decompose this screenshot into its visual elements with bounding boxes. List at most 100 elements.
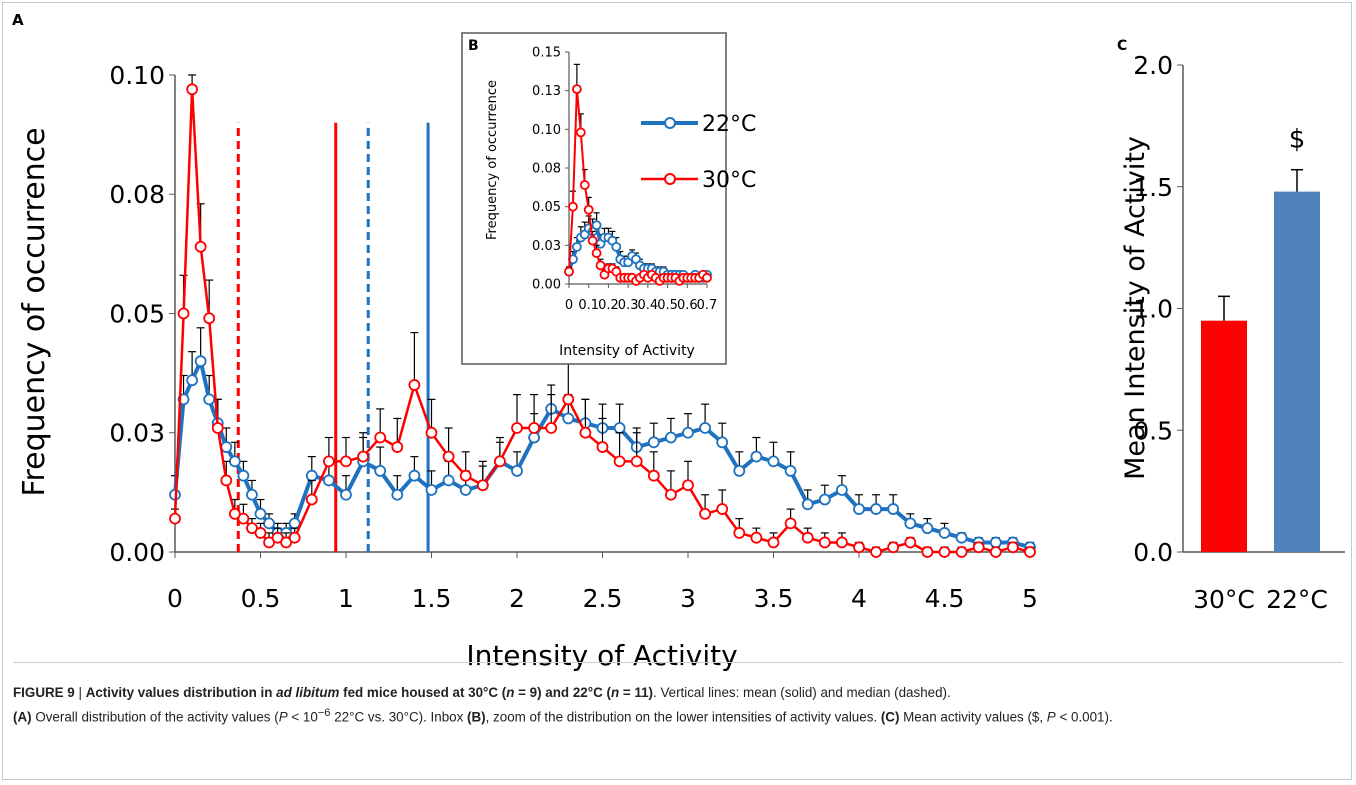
panel-b-y-tick-label: 0.03 [532,239,561,254]
panel-a-data-point [493,455,506,468]
caption-a-text-3: 22°C vs. 30°C). Inbox [330,709,468,725]
panel-b-y-tick-label: 0.00 [532,278,561,293]
panel-b-x-tick-label: 0 [565,298,573,313]
panel-a-data-point [211,422,224,434]
panel-b-data-point [575,127,586,138]
panel-b-axes: 0.000.030.050.080.100.130.150 0.1 0.2 0.3 0.… [532,46,717,313]
panel-a-data-point [203,393,216,406]
panel-b-x-tick-label: 0.3 [618,298,639,313]
panel-c-y-tick-label: 2.0 [1133,51,1173,80]
panel-a-y-axis-label: Frequency of occurrence [17,127,52,496]
panel-b-inset: B 0.00 0.03 0.05 0.08 0.10 0.13 0.15 0 0.1 0.2 0.3… [461,32,756,365]
caption-b-text: , zoom of the distribution on the lower … [485,709,881,725]
panel-a-data-point [665,488,677,501]
panel-a-data-point [562,412,575,425]
legend-marker-30c [664,173,676,185]
panel-a-y-tick-label: 0.00 [109,538,165,567]
panel-a-data-point [511,422,523,434]
panel-a-data-point [340,488,352,501]
panel-a-data-point [254,527,267,539]
panel-a-data-point [647,436,660,449]
panel-a-data-point [716,436,729,449]
panel-b-series [564,63,712,286]
panel-b-x-tick-label: 0.2 [598,298,619,313]
panel-a-data-point [716,503,729,515]
panel-b-y-tick-label: 0.10 [532,123,561,138]
panel-a-data-point [647,469,660,482]
panel-a-data-point [784,517,797,530]
panel-a-data-point [169,512,181,525]
panel-a-data-point [818,536,831,549]
panel-a-data-point [682,426,694,439]
caption-p-symbol-1: P [278,709,288,725]
panel-a-data-point [340,455,352,468]
caption-title: Activity values distribution in ad libit… [86,685,653,700]
caption-a-label: (A) [13,709,32,725]
panel-a-data-point [357,450,370,463]
panel-a-data-point [579,426,592,439]
caption-separator: | [74,685,86,700]
caption-title-part4: = 11) [619,685,653,700]
panel-a-data-point [528,431,540,444]
panel-b-y-tick-label: 0.13 [532,84,561,99]
panel-a-data-point [887,541,900,554]
panel-b-legend: 22°C 30°C [641,112,756,193]
panel-a-data-point [989,536,1002,549]
panel-a-data-point [801,531,814,544]
panel-a-data-point [699,422,711,434]
panel-a-data-point [938,546,951,558]
panel-b-data-point [579,180,590,190]
caption-b-label: (B) [467,709,486,725]
legend-marker-22c [664,117,676,129]
panel-a-data-point [870,503,882,515]
panel-b-data-point [611,241,622,252]
panel-a-vertical-lines [236,122,430,552]
panel-a-data-point [836,536,848,549]
caption-c-label: (C) [880,709,900,725]
caption-n-symbol-1: n [506,685,515,700]
panel-b-data-point [571,241,582,252]
panel-a-data-point [955,546,968,558]
panel-a-data-point [280,536,293,549]
panel-b-data-point [595,260,606,271]
panel-a-y-tick-label: 0.08 [109,180,165,209]
panel-b-y-tick-label: 0.05 [532,200,561,215]
panel-a-data-point [1024,546,1036,558]
panel-a-data-point [237,469,250,482]
panel-a-data-point [972,541,985,554]
panel-a-data-point [442,474,455,487]
panel-b-data-point [591,220,602,231]
panel-a-series-line [173,359,1031,550]
panel-a-data-point [391,441,404,453]
panel-a-data-point [665,431,677,444]
panel-b-data-point [591,248,602,258]
panel-b-series-1 [564,63,712,286]
panel-a-data-point [630,455,643,468]
panel-a-data-point [613,422,626,434]
panel-b-x-tick-label: 0.6 [677,298,698,313]
legend-label-30c: 30°C [702,168,756,193]
panel-a-data-point [322,455,335,468]
panel-b-data-point [568,201,578,212]
caption-title-part1: Activity values distribution in [85,685,277,700]
panel-c-y-tick-label: 1.0 [1133,295,1173,324]
legend-item-22c: 22°C [641,112,756,137]
panel-a-data-point [887,503,900,515]
panel-a-data-point [767,536,780,549]
panel-a-data-point [545,422,558,434]
panel-c-y-tick-label: 0.5 [1133,416,1173,445]
panel-a-data-point [425,484,438,496]
panel-a-data-point [186,83,199,96]
panel-a-data-point [528,422,540,434]
panel-a-data-point [904,536,917,549]
panel-a-x-axis-label: Intensity of Activity [466,639,737,672]
panel-a-data-point [511,465,523,477]
panel-c: C 0.0 0.5 1.0 1.5 2.0 30°C $22°C Mean Intensi… [1117,38,1345,614]
panel-a-x-tick-label: 5 [1022,584,1038,613]
panel-a-data-point [374,431,387,444]
panel-c-bar [1201,320,1247,552]
caption-after-title: . Vertical lines: mean (solid) and media… [653,685,951,700]
panel-a-data-point [391,488,404,501]
caption-a-superscript: −6 [317,707,331,719]
panel-a-data-point [263,517,275,530]
